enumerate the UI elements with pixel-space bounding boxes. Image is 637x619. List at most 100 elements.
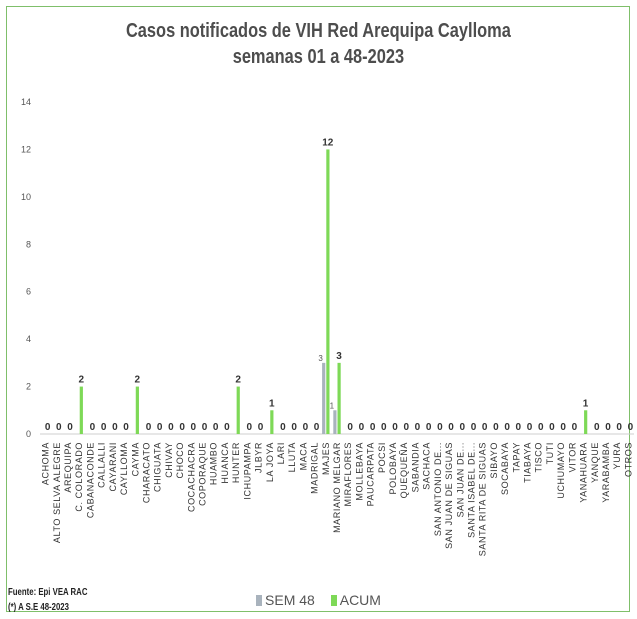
data-label-acum: 2	[134, 375, 140, 386]
data-label-acum: 1	[269, 398, 275, 409]
bar-acum	[79, 386, 83, 434]
data-label-acum: 0	[112, 422, 118, 433]
data-label-acum: 0	[56, 422, 62, 433]
legend-swatch-sem48	[256, 594, 263, 606]
x-category-label: HUAMBO	[209, 442, 219, 485]
y-tick-label: 0	[26, 429, 31, 439]
x-category-label: ALTO SELVA ALEGRE	[52, 442, 62, 543]
chart-frame	[6, 6, 630, 612]
data-label-acum: 0	[347, 422, 353, 433]
data-label-acum: 0	[628, 422, 634, 433]
data-label-acum: 0	[572, 422, 578, 433]
y-tick-label: 6	[26, 287, 31, 297]
y-tick-label: 2	[26, 382, 31, 392]
data-label-acum: 0	[280, 422, 286, 433]
x-category-label: COCACHACRA	[186, 442, 196, 512]
data-label-sem48: 1	[330, 401, 335, 410]
x-category-label: SOCABAYA	[500, 442, 510, 495]
chart-title-block: Casos notificados de VIH Red Arequipa Ca…	[57, 18, 579, 70]
x-category-label: HUNTER	[231, 442, 241, 483]
bar-acum	[326, 149, 330, 434]
data-label-acum: 0	[403, 422, 409, 433]
data-label-acum: 0	[291, 422, 297, 433]
data-label-acum: 0	[67, 422, 73, 433]
data-label-acum: 0	[179, 422, 185, 433]
data-label-acum: 0	[359, 422, 365, 433]
x-category-label: SABANDIA	[410, 442, 420, 492]
x-category-label: SAN JUAN DE SIGUAS	[444, 442, 454, 549]
data-label-acum: 2	[235, 375, 241, 386]
chart-title: Casos notificados de VIH Red Arequipa Ca…	[125, 20, 511, 42]
x-category-label: SANTA ISABEL DE...	[466, 442, 476, 538]
x-category-label: TISCO	[534, 442, 544, 473]
x-category-label: MIRAFLORES	[343, 442, 353, 507]
data-label-acum: 0	[146, 422, 152, 433]
data-label-acum: 0	[90, 422, 96, 433]
data-label-acum: 0	[247, 422, 253, 433]
bar-acum	[584, 410, 588, 434]
x-category-label: ACHOMA	[41, 442, 51, 485]
data-label-acum: 0	[426, 422, 432, 433]
x-category-label: TIABAYA	[523, 442, 533, 483]
x-category-label: MARIANO MELGAR	[332, 442, 342, 533]
data-label-acum: 0	[504, 422, 510, 433]
bar-acum	[135, 386, 139, 434]
data-label-acum: 12	[322, 137, 334, 148]
data-label-acum: 0	[527, 422, 533, 433]
data-label-acum: 2	[78, 375, 84, 386]
data-label-acum: 0	[392, 422, 398, 433]
x-category-label: JLBYR	[254, 442, 264, 473]
x-category-label: SANTA RITA DE SIGUAS	[478, 442, 488, 556]
x-category-label: CHIVAY	[164, 442, 174, 478]
x-category-label: YURA	[612, 442, 622, 469]
source-note: Fuente: Epi VEA RAC	[8, 587, 88, 598]
x-category-label: YANAHUARA	[579, 442, 589, 503]
x-category-label: SAN JUAN DE...	[455, 442, 465, 517]
x-category-label: VITOR	[567, 442, 577, 472]
x-category-label: COPORAQUE	[198, 442, 208, 506]
data-label-acum: 0	[549, 422, 555, 433]
x-category-label: MAJES	[321, 442, 331, 475]
x-category-label: CALLALLI	[97, 442, 107, 488]
legend-swatch-acum	[330, 594, 337, 606]
x-category-label: PAUCARPATA	[366, 442, 376, 506]
x-category-label: TAPAY	[511, 442, 521, 473]
data-label-acum: 0	[258, 422, 264, 433]
data-label-acum: 0	[224, 422, 230, 433]
x-category-label: LLUTA	[287, 442, 297, 472]
data-label-acum: 0	[314, 422, 320, 433]
data-label-acum: 0	[157, 422, 163, 433]
y-tick-label: 10	[21, 192, 31, 202]
x-category-label: AREQUIPA	[63, 442, 73, 493]
y-tick-label: 4	[26, 334, 31, 344]
x-category-label: CAYMA	[130, 442, 140, 476]
data-label-acum: 0	[448, 422, 454, 433]
data-label-acum: 0	[616, 422, 622, 433]
chart-subtitle: semanas 01 a 48-2023	[232, 46, 405, 68]
data-label-acum: 0	[303, 422, 309, 433]
x-category-label: ICHUPAMPA	[242, 442, 252, 500]
data-label-acum: 0	[415, 422, 421, 433]
x-category-label: SIBAYO	[489, 442, 499, 478]
x-category-label: LA JOYA	[265, 442, 275, 482]
data-label-acum: 0	[493, 422, 499, 433]
data-label-acum: 0	[560, 422, 566, 433]
x-category-label: CAYARANI	[108, 442, 118, 491]
legend-item-sem48: SEM 48	[256, 592, 315, 608]
data-label-acum: 0	[605, 422, 611, 433]
data-label-acum: 0	[381, 422, 387, 433]
bar-acum	[236, 386, 240, 434]
data-label-acum: 3	[336, 351, 342, 362]
data-label-acum: 0	[516, 422, 522, 433]
data-label-acum: 0	[101, 422, 107, 433]
chart-legend: SEM 48 ACUM	[0, 592, 637, 609]
x-category-label: SACHACA	[422, 442, 432, 490]
data-label-acum: 0	[370, 422, 376, 433]
data-label-acum: 0	[471, 422, 477, 433]
x-category-label: HUANCA	[220, 442, 230, 484]
x-category-label: SAN ANTONIO DE...	[433, 442, 443, 536]
x-category-label: LARI	[276, 442, 286, 464]
data-label-acum: 0	[213, 422, 219, 433]
x-category-label: C. COLORADO	[74, 442, 84, 512]
x-category-label: CAYLLOMA	[119, 442, 129, 495]
